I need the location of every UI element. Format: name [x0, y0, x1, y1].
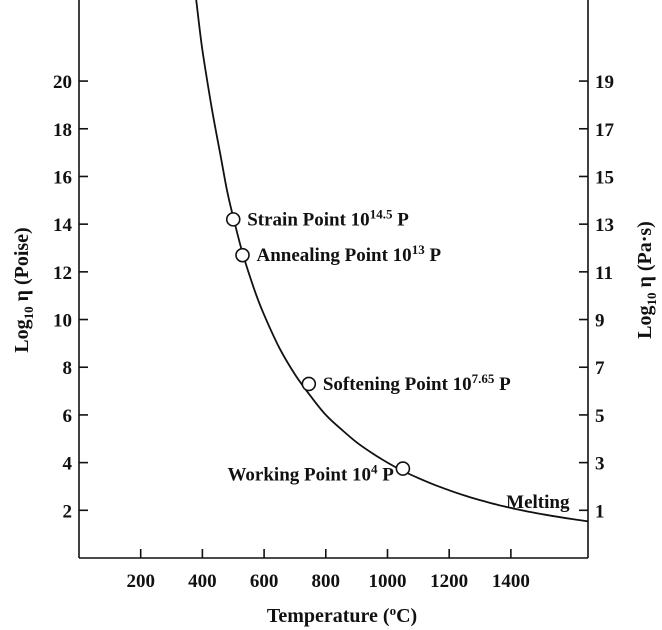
right-y-tick-label: 15	[595, 167, 614, 188]
fixed-point-marker	[235, 247, 250, 263]
left-y-tick-label: 16	[53, 167, 72, 188]
left-y-tick-label: 14	[53, 215, 73, 236]
x-tick-label: 1000	[368, 571, 406, 592]
right-y-tick-label: 3	[595, 454, 605, 475]
left-y-axis-ticks: 2 4 6 8 10 12 14 16 18 20	[53, 72, 88, 522]
left-y-tick-label: 4	[63, 454, 73, 475]
right-y-axis-title: Log10 η (Pa·s)	[634, 221, 659, 339]
right-y-tick-label: 13	[595, 215, 614, 236]
x-tick-label: 1400	[492, 571, 530, 592]
x-tick-label: 800	[312, 571, 341, 592]
left-y-tick-label: 2	[63, 501, 73, 522]
left-y-tick-label: 12	[53, 263, 72, 284]
fixed-point-marker	[301, 376, 317, 392]
right-y-tick-label: 1	[595, 501, 605, 522]
left-y-tick-label: 18	[53, 120, 72, 141]
left-y-axis-title: Log10 η (Poise)	[11, 227, 36, 352]
right-y-tick-label: 5	[595, 406, 605, 427]
left-y-tick-label: 6	[63, 406, 73, 427]
right-y-tick-label: 11	[595, 263, 613, 284]
x-axis-ticks: 200 400 600 800 1000 1200 1400	[126, 549, 530, 592]
fixed-point-label: Annealing Point 1013 P	[256, 242, 441, 266]
right-y-tick-label: 9	[595, 311, 605, 332]
fixed-point-label: Strain Point 1014.5 P	[247, 206, 409, 230]
left-y-tick-label: 8	[63, 358, 73, 379]
right-y-tick-label: 19	[595, 72, 614, 93]
x-tick-label: 400	[188, 571, 217, 592]
right-y-tick-label: 17	[595, 120, 615, 141]
left-y-tick-label: 10	[53, 311, 72, 332]
x-axis-title: Temperature (oC)	[267, 603, 417, 627]
fixed-point-marker	[395, 461, 411, 476]
fixed-point-marker	[225, 212, 241, 227]
x-tick-label: 200	[126, 571, 155, 592]
fixed-points: Strain Point 1014.5 P Annealing Point 101…	[225, 206, 511, 486]
x-tick-label: 600	[250, 571, 279, 592]
right-y-tick-label: 7	[595, 358, 605, 379]
fixed-point-label: Working Point 104 P	[227, 462, 394, 486]
annotations: Melting	[506, 492, 570, 513]
fixed-point-label: Softening Point 107.65 P	[323, 371, 511, 395]
melting-label: Melting	[506, 492, 570, 513]
left-y-tick-label: 20	[53, 72, 72, 93]
x-tick-label: 1200	[430, 571, 468, 592]
